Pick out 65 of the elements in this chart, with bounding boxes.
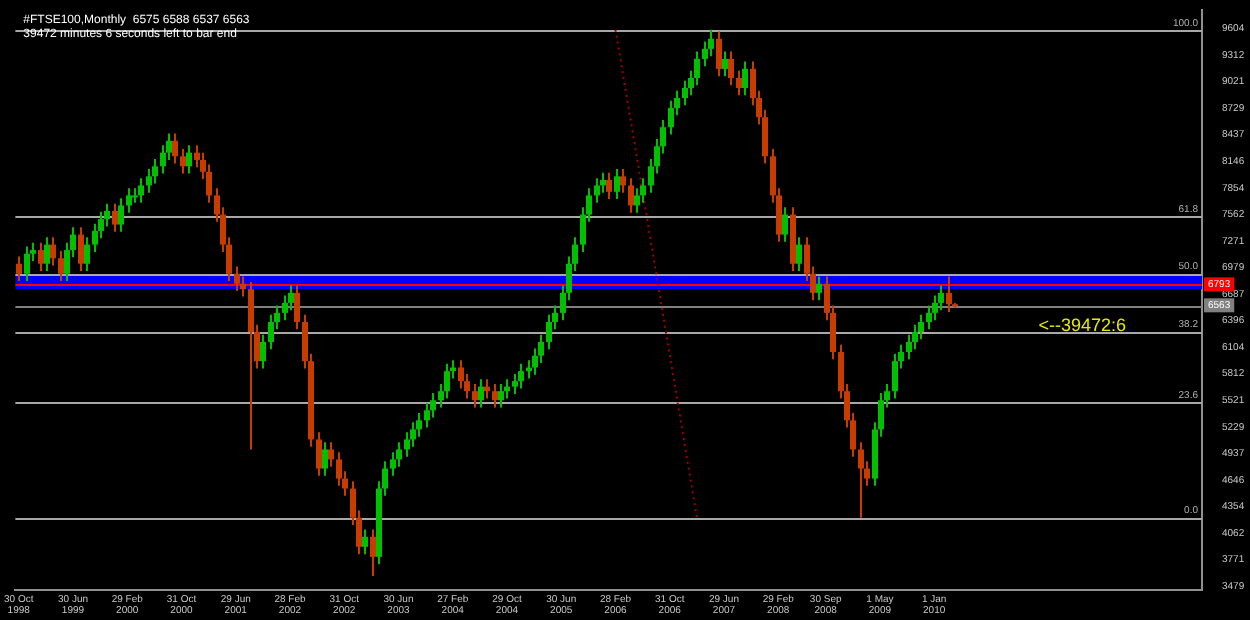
candlestick [248,280,254,451]
candlestick [518,362,524,390]
candlestick [84,236,90,273]
candlestick [370,528,376,577]
candlestick [24,245,30,283]
candlestick [58,249,64,283]
candlestick [78,226,84,273]
candlestick [816,275,822,302]
candlestick [742,60,748,97]
candlestick [16,255,22,283]
candlestick [234,265,240,293]
annotation: <--39472:6 [1038,315,1127,336]
candlestick [694,50,700,87]
candlestick [628,177,634,214]
candlestick [606,171,612,201]
candlestick [682,79,688,107]
candlestick [50,236,56,267]
candlestick [118,197,124,233]
candlestick [708,28,714,58]
candlestick [478,378,484,409]
candlestick [716,30,722,78]
candlestick [112,202,118,233]
candlestick [722,50,728,78]
candlestick [736,69,742,97]
candlestick [458,359,464,390]
candlestick [180,148,186,175]
candlestick [918,313,924,341]
candlestick [512,372,518,395]
candlestick [492,382,498,409]
candlestick [498,382,504,409]
candlestick [126,187,132,214]
candlestick [260,333,266,370]
candlestick [328,441,334,468]
candlestick [594,177,600,204]
candlestick [796,236,802,273]
candlestick [926,304,932,331]
candlestick [362,528,368,556]
candlestick [620,168,626,194]
candlestick [546,313,552,351]
candlestick [668,99,674,136]
candlestick [472,382,478,409]
candlestick [938,284,944,312]
candlestick [282,294,288,322]
candlestick [614,168,620,201]
candlestick [288,284,294,312]
candlestick [152,158,158,185]
candlestick [322,441,328,477]
candlestick [186,144,192,175]
candlestick [782,206,788,243]
candlestick [932,294,938,322]
candlestick [892,352,898,400]
candlestick [316,431,322,477]
candlestick [946,275,952,313]
candlestick [912,323,918,351]
candlestick [294,284,300,331]
candlestick [396,441,402,468]
candlestick [44,236,50,273]
candlestick [172,132,178,165]
candlestick [906,333,912,361]
candlestick [858,441,864,519]
candlestick [138,177,144,204]
candlestick [444,362,450,400]
candlestick [268,313,274,351]
candlestick [728,50,734,87]
candlestick [38,241,44,273]
